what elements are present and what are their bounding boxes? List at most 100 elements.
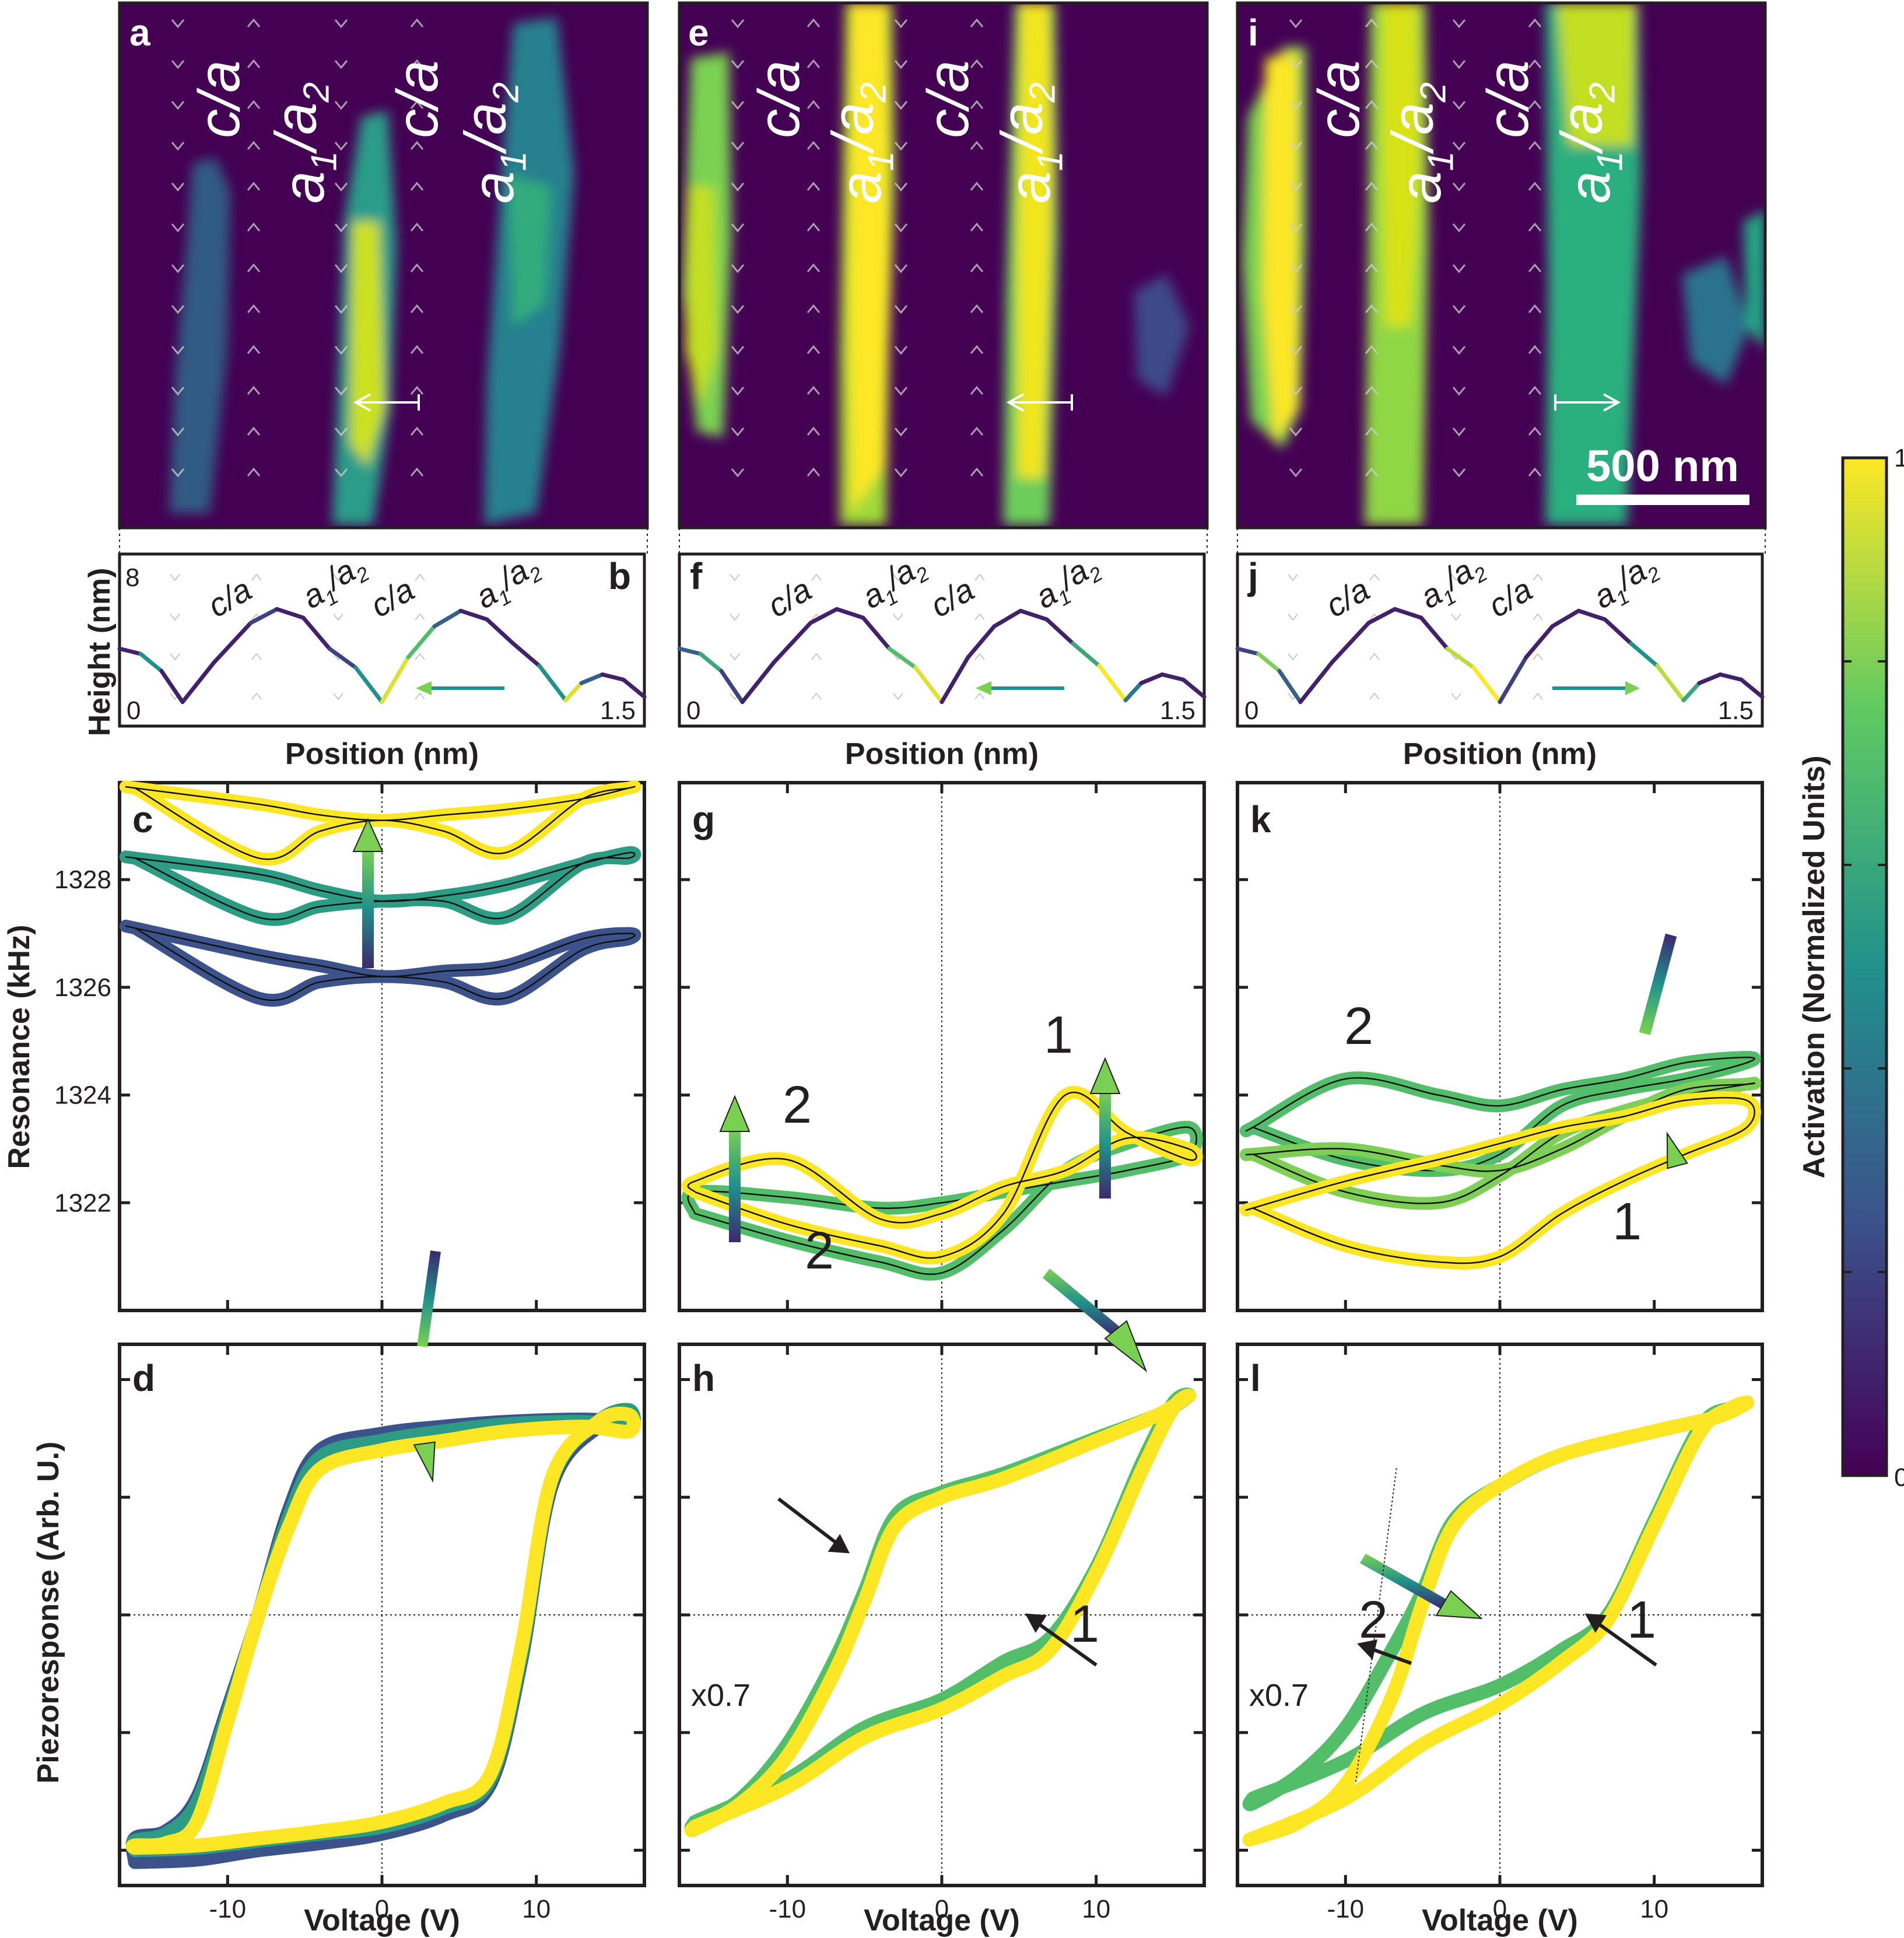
resonance-ytick: 1324 (54, 1081, 111, 1110)
profile-segment (432, 608, 463, 629)
profile-domain-label: a1/a2 (1412, 546, 1493, 619)
resonance-chart-k: k 2 1 (1236, 781, 1764, 1312)
profile-segment (621, 677, 647, 699)
profile-xmax: 1.5 (1718, 696, 1754, 725)
voltage-xtick: 10 (1082, 1895, 1110, 1923)
profile-segment (1550, 608, 1581, 629)
colorbar-max-label: 1 (1894, 444, 1904, 472)
cycle-annotation: 1 (1044, 1006, 1073, 1064)
direction-arrow (1006, 393, 1073, 412)
profile-segment (1366, 607, 1397, 625)
profile-domain-label: c/a (364, 570, 420, 624)
profile-segment (1524, 624, 1555, 660)
panel-label-f: f (690, 555, 703, 597)
profile-segment (579, 672, 605, 685)
profile-segment (1655, 664, 1686, 703)
map-domain-label: a1/a2 (820, 82, 902, 204)
activation-arrow (1360, 1554, 1483, 1620)
activation-arrow (1639, 933, 1688, 1169)
cycle-annotation: 1 (1627, 1591, 1656, 1649)
profile-segment (719, 669, 745, 705)
profile-segment (327, 646, 358, 670)
profile-segment (1018, 608, 1049, 622)
profile-domain-label: c/a (924, 570, 980, 624)
profile-xmin: 0 (686, 696, 700, 725)
profile-segment (1629, 641, 1660, 668)
profile-segment (887, 646, 918, 670)
panel-label-l: l (1250, 1357, 1261, 1399)
profile-segment (1097, 664, 1128, 703)
voltage-xtick: -10 (769, 1895, 806, 1923)
profile-segment (406, 624, 437, 660)
panel-label-b: b (608, 555, 631, 597)
resonance-chart-g: g 1 2 (678, 781, 1206, 1312)
resonance-ytick: 1328 (54, 865, 111, 894)
panel-label-h: h (692, 1357, 715, 1399)
cycle-annotation: 2 (783, 1076, 812, 1134)
cycle-annotation: 2 (805, 1222, 834, 1280)
direction-arrow (976, 681, 1064, 695)
profile-segment (1576, 608, 1607, 622)
piezo-chart-l: l -10 0 10 Voltage (V) x0.7 2 1 (1236, 1343, 1764, 1937)
voltage-xtick: 0 (1493, 1895, 1507, 1923)
piezo-chart-h: h -10 0 10 Voltage (V) x0.7 2 1 (678, 1222, 1206, 1937)
voltage-xlabel: Voltage (V) (304, 1904, 460, 1937)
map-domain-label: a1/a2 (1549, 82, 1631, 204)
panel-label-i: i (1248, 12, 1258, 54)
resonance-ylabel: Resonance (kHz) (2, 925, 36, 1169)
profile-segment (740, 660, 776, 705)
cycle-annotation: 2 (1344, 997, 1373, 1056)
panel-label-j: j (1247, 555, 1258, 597)
profile-segment (966, 624, 997, 660)
profile-frame (678, 552, 1206, 728)
direction-arrow (416, 681, 504, 695)
map-domain-label: c/a (187, 60, 252, 138)
profile-segment (1393, 607, 1423, 620)
piezo-loop (684, 1389, 1197, 1838)
profile-segment (1256, 651, 1282, 674)
profile-segment (458, 608, 489, 622)
profile-segment (1603, 617, 1633, 646)
scale-bar (1576, 495, 1749, 505)
activation-arrow (1043, 1268, 1148, 1373)
activation-map-a (120, 3, 647, 528)
profile-segment (677, 646, 703, 656)
activation-arrow (352, 818, 384, 968)
colorbar-min-label: 0 (1894, 1463, 1904, 1492)
profile-xlabel: Position (nm) (285, 737, 479, 771)
direction-arrow (353, 393, 420, 412)
resonance-chart-c: c 1328 1326 1324 1322 (54, 780, 646, 1312)
profile-segment (1277, 669, 1303, 705)
profile-xlabel: Position (nm) (845, 737, 1039, 771)
profile-segment (1160, 672, 1186, 682)
profile-frame (118, 552, 646, 728)
piezo-loop (125, 1406, 641, 1855)
piezo-loop (1242, 1395, 1755, 1847)
direction-arrow (1552, 681, 1640, 695)
cycle-arrow (777, 1497, 1097, 1667)
profile-segment (117, 646, 143, 656)
profile-segment (992, 608, 1023, 629)
voltage-xtick: 0 (935, 1895, 949, 1923)
direction-arrow (1554, 393, 1621, 412)
profile-domain-label: a1/a2 (1027, 546, 1109, 619)
grid-chevrons (171, 18, 424, 478)
resonance-loop-trace (125, 851, 636, 920)
profile-segment (1681, 681, 1702, 703)
profile-segment (1419, 615, 1450, 651)
scale-factor: x0.7 (691, 1678, 751, 1713)
profile-segment (1697, 672, 1723, 685)
profile-segment (913, 665, 944, 705)
cycle-annotation: 1 (1612, 1193, 1642, 1251)
panel-label-c: c (132, 798, 153, 840)
profile-segment (1071, 641, 1102, 668)
profile-segment (248, 607, 279, 625)
profile-segment (1471, 665, 1502, 705)
colorbar: 1 0 Activation (Normalized Units) (1797, 444, 1904, 1492)
colorbar-label: Activation (Normalized Units) (1797, 755, 1831, 1178)
profile-domain-label: a1/a2 (294, 546, 376, 619)
